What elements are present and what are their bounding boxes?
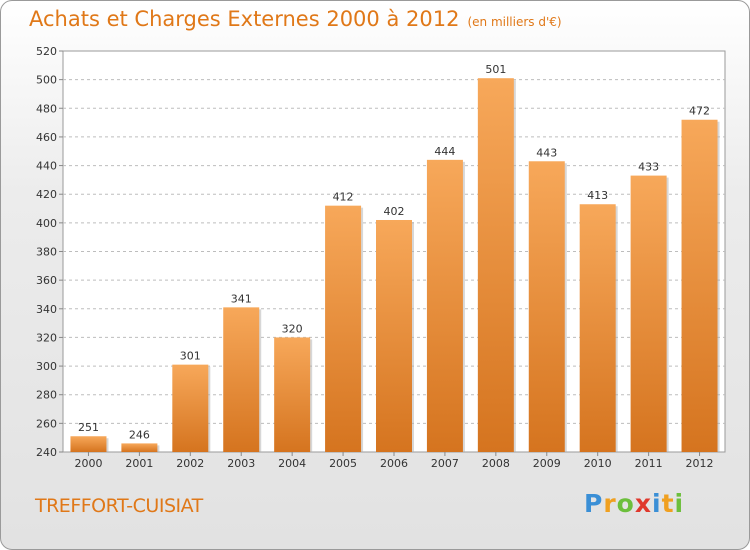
chart-title: Achats et Charges Externes 2000 à 2012 (e… [29,7,562,31]
bar [70,436,107,452]
bar [630,175,667,452]
bar-value-label: 301 [180,350,201,363]
y-tick-label: 520 [36,45,57,58]
bar-value-label: 412 [333,191,354,204]
y-tick-label: 280 [36,389,57,402]
bar-value-label: 402 [384,205,405,218]
x-tick-label: 2003 [227,457,255,470]
bar-value-label: 443 [536,146,557,159]
x-tick-label: 2002 [176,457,204,470]
bar [528,161,565,452]
bar-value-label: 341 [231,292,252,305]
x-tick-label: 2012 [686,457,714,470]
bar [223,307,260,452]
y-tick-label: 260 [36,417,57,430]
y-tick-label: 420 [36,188,57,201]
y-tick-label: 440 [36,160,57,173]
logo-letter: o [616,489,635,518]
bar-value-label: 251 [78,421,99,434]
commune-name: TREFFORT-CUISIAT [35,495,203,517]
y-tick-label: 480 [36,102,57,115]
bar-value-label: 320 [282,322,303,335]
bar [681,119,718,452]
bar-value-label: 472 [689,105,710,118]
logo-letter: x [634,489,652,518]
logo-letter: t [661,489,675,518]
bar-value-label: 413 [587,189,608,202]
bar-value-label: 501 [485,63,506,76]
x-tick-label: 2004 [278,457,306,470]
y-tick-label: 400 [36,217,57,230]
chart-subtitle: (en milliers d'€) [467,15,562,29]
y-tick-label: 320 [36,331,57,344]
x-tick-label: 2011 [635,457,663,470]
logo-letter: i [652,489,662,518]
x-tick-label: 2010 [584,457,612,470]
x-tick-label: 2007 [431,457,459,470]
x-tick-label: 2009 [533,457,561,470]
bar-value-label: 444 [434,145,455,158]
bar [579,204,616,452]
x-tick-label: 2005 [329,457,357,470]
bar-value-label: 246 [129,428,150,441]
y-tick-label: 300 [36,360,57,373]
bar [172,364,209,452]
x-tick-label: 2008 [482,457,510,470]
y-tick-label: 500 [36,74,57,87]
x-tick-label: 2001 [125,457,153,470]
bar [121,443,158,452]
bar-value-label: 433 [638,161,659,174]
proxiti-logo: Proxiti [584,489,684,518]
y-tick-label: 340 [36,303,57,316]
x-tick-label: 2000 [74,457,102,470]
bar [325,205,362,452]
y-tick-label: 360 [36,274,57,287]
logo-letter: P [584,489,604,518]
bar [477,78,514,452]
bar [376,219,412,452]
logo-letter: i [674,489,685,518]
chart-title-text: Achats et Charges Externes 2000 à 2012 [29,7,460,31]
logo-letter: r [603,489,617,518]
x-tick-label: 2006 [380,457,408,470]
y-tick-label: 380 [36,246,57,259]
bar [274,337,311,452]
y-tick-label: 240 [36,446,57,459]
bar [426,159,463,453]
y-tick-label: 460 [36,131,57,144]
